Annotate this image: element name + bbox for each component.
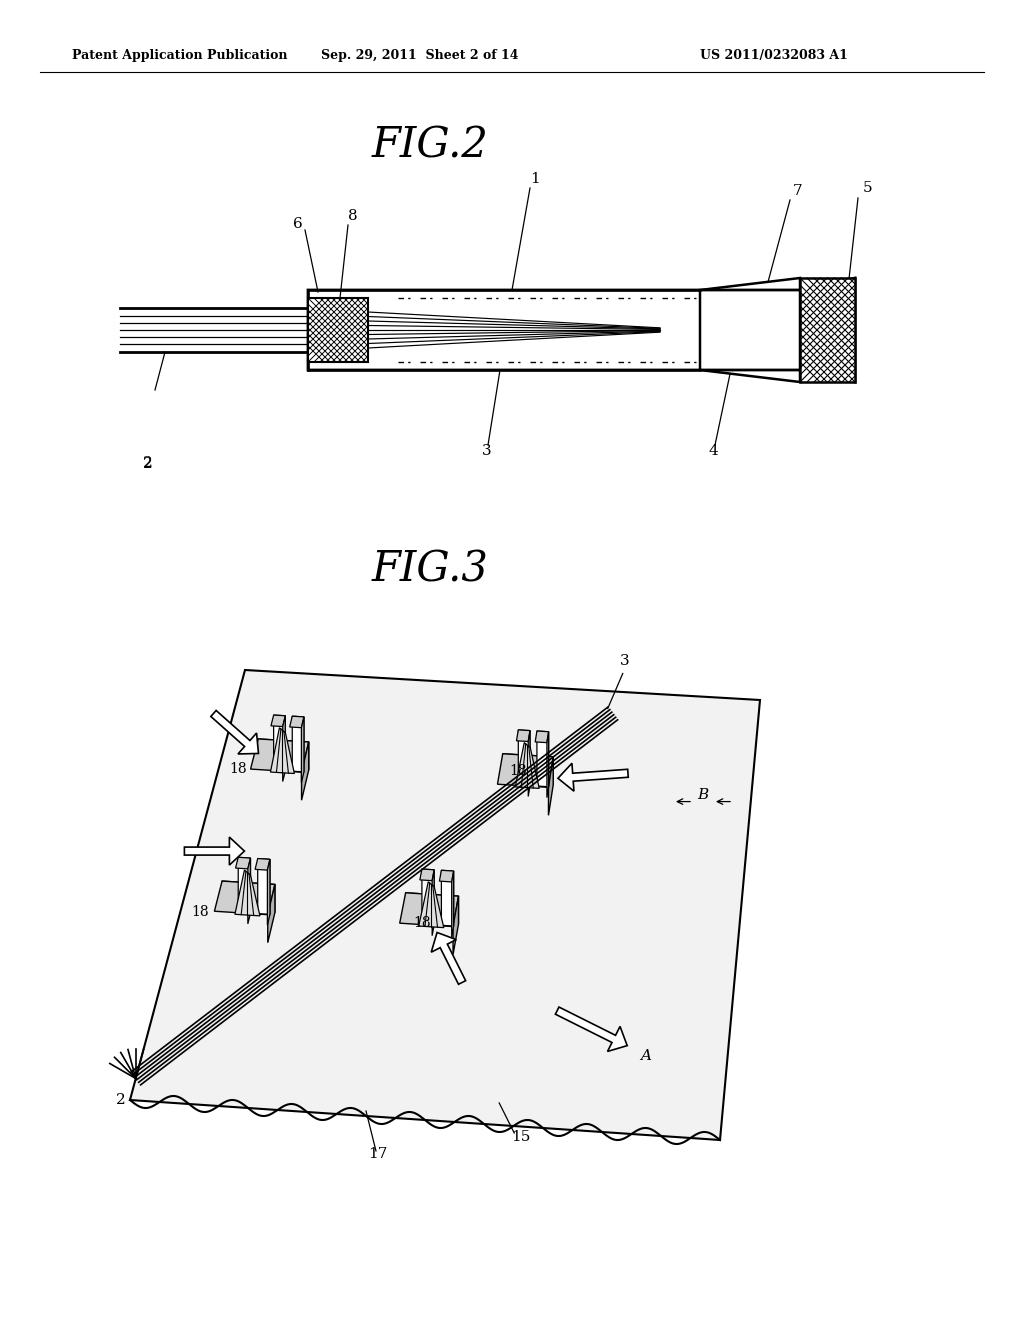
Polygon shape <box>239 857 251 913</box>
Polygon shape <box>301 717 304 783</box>
Polygon shape <box>267 884 274 942</box>
Text: FIG.2: FIG.2 <box>372 124 488 166</box>
Polygon shape <box>234 870 260 916</box>
Polygon shape <box>431 932 466 985</box>
Polygon shape <box>558 763 629 791</box>
Polygon shape <box>273 715 286 771</box>
Text: A: A <box>640 1049 651 1063</box>
Polygon shape <box>432 870 434 936</box>
Polygon shape <box>248 858 251 924</box>
Polygon shape <box>184 837 245 865</box>
Bar <box>800 279 855 381</box>
Polygon shape <box>453 896 459 954</box>
Polygon shape <box>536 731 549 743</box>
Polygon shape <box>419 882 443 928</box>
Polygon shape <box>420 869 434 880</box>
Polygon shape <box>503 754 553 785</box>
Polygon shape <box>130 671 760 1140</box>
Text: 4: 4 <box>709 444 718 458</box>
Text: 5: 5 <box>863 181 872 195</box>
Polygon shape <box>222 880 274 912</box>
Text: FIG.3: FIG.3 <box>372 549 488 591</box>
Polygon shape <box>236 857 251 869</box>
Text: 2: 2 <box>116 1093 126 1106</box>
Polygon shape <box>251 739 308 772</box>
Polygon shape <box>518 730 530 785</box>
Text: 18: 18 <box>229 763 247 776</box>
Text: Sep. 29, 2011  Sheet 2 of 14: Sep. 29, 2011 Sheet 2 of 14 <box>322 49 519 62</box>
Polygon shape <box>258 739 308 770</box>
Polygon shape <box>301 742 308 800</box>
Polygon shape <box>537 731 549 787</box>
Text: B: B <box>697 788 709 801</box>
Polygon shape <box>214 880 274 915</box>
Polygon shape <box>498 754 553 787</box>
Polygon shape <box>528 730 530 796</box>
Polygon shape <box>399 892 459 927</box>
Text: 8: 8 <box>348 209 357 223</box>
Text: 17: 17 <box>369 1147 388 1162</box>
Polygon shape <box>255 858 270 870</box>
Text: 7: 7 <box>794 183 803 198</box>
Polygon shape <box>211 710 258 754</box>
Text: 2: 2 <box>143 457 153 471</box>
Text: 6: 6 <box>293 216 303 231</box>
Polygon shape <box>452 871 454 937</box>
Polygon shape <box>555 1007 627 1052</box>
Text: 1: 1 <box>530 172 540 186</box>
Polygon shape <box>547 731 549 797</box>
Polygon shape <box>270 727 294 774</box>
Polygon shape <box>441 870 454 927</box>
Text: 2: 2 <box>143 455 153 470</box>
Polygon shape <box>292 717 304 772</box>
Polygon shape <box>290 717 304 727</box>
Polygon shape <box>422 869 434 925</box>
Text: 18: 18 <box>191 904 209 919</box>
Text: Patent Application Publication: Patent Application Publication <box>72 49 288 62</box>
Polygon shape <box>516 730 530 742</box>
Polygon shape <box>439 870 454 882</box>
Text: 15: 15 <box>512 1130 530 1144</box>
Text: 18: 18 <box>509 764 526 779</box>
Text: US 2011/0232083 A1: US 2011/0232083 A1 <box>700 49 848 62</box>
Polygon shape <box>271 715 286 726</box>
Bar <box>308 298 368 362</box>
Polygon shape <box>258 858 270 915</box>
Polygon shape <box>515 743 540 788</box>
Polygon shape <box>406 892 459 924</box>
Text: 3: 3 <box>482 444 492 458</box>
Text: 3: 3 <box>620 655 630 668</box>
Polygon shape <box>283 715 286 781</box>
Polygon shape <box>267 859 270 925</box>
Text: 18: 18 <box>414 916 431 931</box>
Polygon shape <box>549 756 553 816</box>
